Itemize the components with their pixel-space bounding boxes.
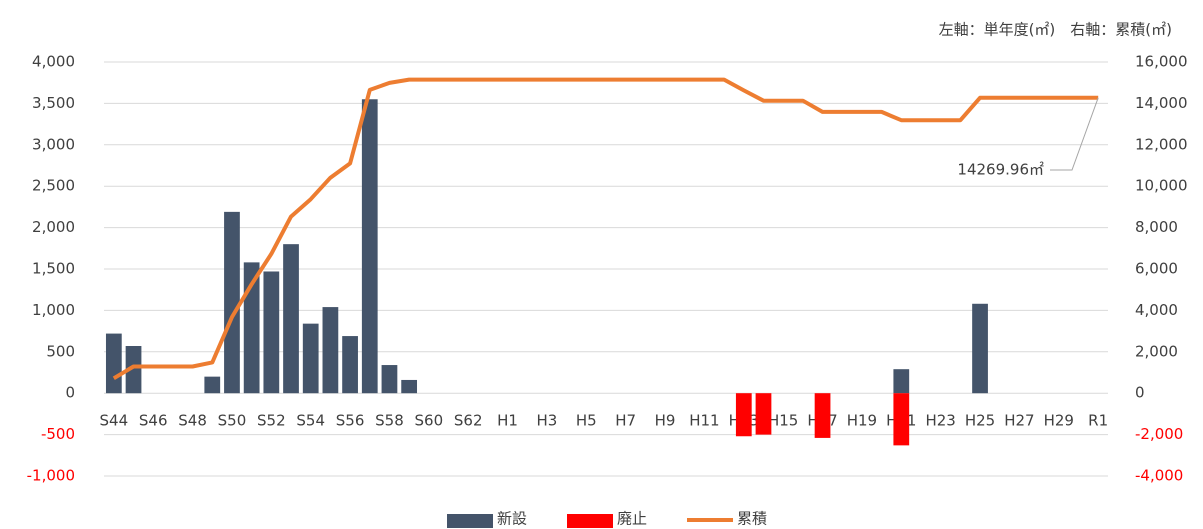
bar xyxy=(302,323,319,394)
y2-tick-label: 10,000 xyxy=(1135,177,1188,195)
line xyxy=(112,77,1099,381)
x-tick-label: H15 xyxy=(768,412,798,430)
x-tick-label: S58 xyxy=(375,412,404,430)
y-tick-label: 2,500 xyxy=(32,177,75,195)
x-tick-label: S48 xyxy=(178,412,207,430)
bar xyxy=(283,244,299,394)
x-tick-label: H9 xyxy=(655,412,676,430)
y2-tick-label: 8,000 xyxy=(1135,218,1178,236)
y2-tick-label: 6,000 xyxy=(1135,260,1178,278)
bar xyxy=(735,393,752,437)
x-tick-label: S52 xyxy=(257,412,286,430)
x-tick-label: S60 xyxy=(415,412,444,430)
y-tick-label: -1,000 xyxy=(27,467,75,485)
bar xyxy=(361,99,378,394)
bar xyxy=(224,211,240,394)
x-tick-label: H7 xyxy=(615,412,636,430)
x-tick-label: S44 xyxy=(100,412,129,430)
x-tick-label: H25 xyxy=(965,412,995,430)
bar xyxy=(401,379,418,394)
y2-tick-label: -4,000 xyxy=(1135,467,1183,485)
legend-swatch xyxy=(567,514,613,528)
y2-tick-label: 14,000 xyxy=(1135,94,1188,112)
bar xyxy=(342,336,358,394)
x-tick-label: H11 xyxy=(689,412,719,430)
bar xyxy=(814,393,831,438)
bar xyxy=(381,365,398,394)
bar xyxy=(125,346,142,394)
bar xyxy=(105,333,122,394)
y-tick-label: -500 xyxy=(41,425,75,443)
y-tick-label: 1,000 xyxy=(32,301,75,319)
x-tick-label: S46 xyxy=(139,412,168,430)
bar xyxy=(972,303,988,394)
bar xyxy=(322,307,339,394)
y2-tick-label: 2,000 xyxy=(1135,342,1178,360)
x-tick-label: H5 xyxy=(576,412,597,430)
legend-label: 累積 xyxy=(737,510,767,528)
y2-tick-label: 16,000 xyxy=(1135,53,1188,71)
bar xyxy=(893,369,910,394)
legend-swatch xyxy=(447,514,493,528)
bar xyxy=(755,393,772,435)
x-tick-label: H1 xyxy=(497,412,518,430)
x-tick-label: H3 xyxy=(537,412,558,430)
y-tick-label: 2,000 xyxy=(32,218,75,236)
x-tick-label: S56 xyxy=(336,412,365,430)
y-tick-label: 500 xyxy=(46,342,75,360)
y2-tick-label: 12,000 xyxy=(1135,135,1188,153)
bar xyxy=(243,262,260,394)
axis-note: 左軸：単年度(㎡) 右軸：累積(㎡) xyxy=(939,21,1172,39)
x-tick-label: H19 xyxy=(847,412,877,430)
x-tick-label: H27 xyxy=(1004,412,1034,430)
bar xyxy=(263,271,280,394)
x-tick-label: S62 xyxy=(454,412,483,430)
x-tick-label: S54 xyxy=(296,412,325,430)
x-tick-label: H29 xyxy=(1044,412,1074,430)
x-tick-label: R1 xyxy=(1088,412,1108,430)
bar xyxy=(204,376,221,394)
y2-tick-label: 0 xyxy=(1135,384,1145,402)
y2-tick-label: 4,000 xyxy=(1135,301,1178,319)
y-tick-label: 1,500 xyxy=(32,260,75,278)
x-tick-label: H23 xyxy=(925,412,955,430)
y-tick-label: 0 xyxy=(65,384,75,402)
y2-tick-label: -2,000 xyxy=(1135,425,1183,443)
y-tick-label: 4,000 xyxy=(32,53,75,71)
bar xyxy=(893,393,910,446)
x-tick-label: S50 xyxy=(218,412,247,430)
legend-label: 廃止 xyxy=(617,510,647,528)
y-tick-label: 3,000 xyxy=(32,135,75,153)
y-tick-label: 3,500 xyxy=(32,94,75,112)
annotation-leader xyxy=(1050,97,1099,171)
annotation: 14269.96㎡ xyxy=(957,161,1044,179)
legend-label: 新設 xyxy=(497,510,527,528)
